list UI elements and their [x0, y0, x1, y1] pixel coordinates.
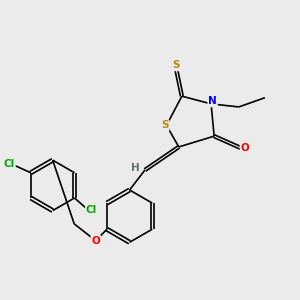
- Text: O: O: [241, 143, 249, 154]
- Text: H: H: [131, 164, 140, 173]
- Text: O: O: [92, 236, 100, 246]
- Text: S: S: [172, 60, 179, 70]
- Text: S: S: [161, 120, 169, 130]
- Text: N: N: [208, 96, 217, 106]
- Text: Cl: Cl: [86, 205, 97, 215]
- Text: Cl: Cl: [4, 158, 15, 169]
